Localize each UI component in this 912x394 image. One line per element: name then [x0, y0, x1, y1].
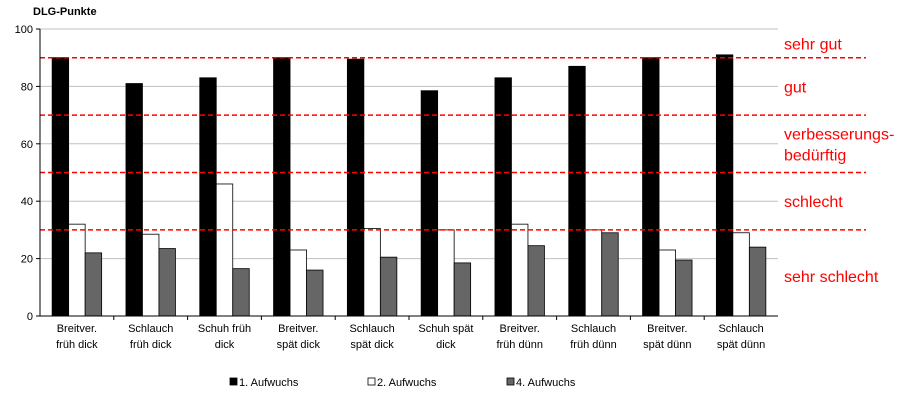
- bar-1: [51, 57, 70, 317]
- x-category-label: Schlauch: [571, 323, 616, 335]
- x-category-label: Schuh früh: [198, 323, 251, 335]
- x-category-label: spät dünn: [717, 339, 765, 351]
- bar-1: [199, 77, 217, 317]
- x-category-label: Schuh spät: [418, 323, 473, 335]
- bar-1: [273, 57, 291, 317]
- bar-2: [437, 229, 455, 317]
- bar-1: [715, 54, 734, 317]
- bars: [51, 54, 767, 317]
- bar-2: [68, 223, 86, 317]
- bar-3: [748, 246, 767, 317]
- y-axis-title: DLG-Punkte: [33, 6, 97, 18]
- bar-3: [232, 268, 250, 317]
- x-category-label: früh dick: [130, 339, 172, 351]
- x-category-label: dick: [436, 339, 456, 351]
- legend-label: 2. Aufwuchs: [377, 377, 437, 389]
- gridlines: [40, 28, 778, 260]
- bar-2: [732, 232, 750, 317]
- bar-3: [306, 269, 324, 317]
- bar-3: [379, 256, 398, 317]
- x-category-label: dick: [215, 339, 235, 351]
- bar-1: [494, 77, 512, 317]
- x-category-label: Breitver.: [57, 323, 97, 335]
- bar-2: [363, 228, 381, 317]
- legend-label: 1. Aufwuchs: [239, 377, 299, 389]
- legend-swatch: [506, 377, 515, 386]
- x-category-label: Schlauch: [128, 323, 173, 335]
- legend-label: 4. Aufwuchs: [516, 377, 576, 389]
- x-category-label: spät dünn: [643, 339, 691, 351]
- x-category-label: früh dick: [56, 339, 98, 351]
- bar-1: [568, 65, 586, 317]
- x-category-label: früh dünn: [496, 339, 542, 351]
- quality-band-labels: sehr gut gut verbesserungs-bedürftig schlec…: [784, 36, 894, 285]
- y-tick-label: 0: [27, 311, 33, 323]
- bar-2: [215, 183, 234, 317]
- bar-2: [142, 233, 160, 317]
- y-tick-label: 100: [15, 24, 33, 36]
- band-label: gut: [784, 79, 807, 96]
- bar-2: [289, 249, 307, 317]
- x-category-label: Schlauch: [718, 323, 763, 335]
- legend-swatch: [229, 377, 238, 386]
- bar-3: [84, 252, 103, 317]
- band-label: sehr schlecht: [784, 269, 879, 286]
- y-tick-label: 80: [21, 81, 33, 93]
- threshold-lines: [40, 56, 866, 231]
- bar-3: [601, 232, 619, 317]
- axes: 0 20 40 60 80 100 Breitver. früh dick Schlauch fr…: [15, 24, 778, 351]
- y-tick-label: 20: [21, 254, 33, 266]
- x-category-label: spät dick: [350, 339, 394, 351]
- bar-3: [675, 259, 693, 317]
- band-label: verbesserungs-: [784, 126, 894, 143]
- bar-1: [420, 90, 439, 317]
- legend: 1. Aufwuchs 2. Aufwuchs 4. Aufwuchs: [229, 377, 576, 389]
- y-tick-label: 60: [21, 139, 33, 151]
- band-label: sehr gut: [784, 36, 842, 53]
- bar-2: [584, 229, 603, 317]
- band-label: bedürftig: [784, 147, 846, 164]
- bar-3: [158, 248, 176, 317]
- legend-swatch: [367, 377, 376, 386]
- x-category-label: Breitver.: [500, 323, 540, 335]
- bar-1: [125, 83, 143, 317]
- bar-3: [453, 262, 472, 317]
- bar-2: [511, 223, 529, 317]
- bar-1: [642, 57, 660, 317]
- bar-1: [346, 58, 365, 317]
- bar-3: [527, 245, 545, 317]
- bar-2: [658, 249, 676, 317]
- band-label: schlecht: [784, 194, 843, 211]
- y-tick-label: 40: [21, 196, 33, 208]
- x-category-label: früh dünn: [570, 339, 616, 351]
- x-category-label: Schlauch: [349, 323, 394, 335]
- x-category-label: Breitver.: [278, 323, 318, 335]
- x-category-label: spät dick: [277, 339, 321, 351]
- x-category-label: Breitver.: [647, 323, 687, 335]
